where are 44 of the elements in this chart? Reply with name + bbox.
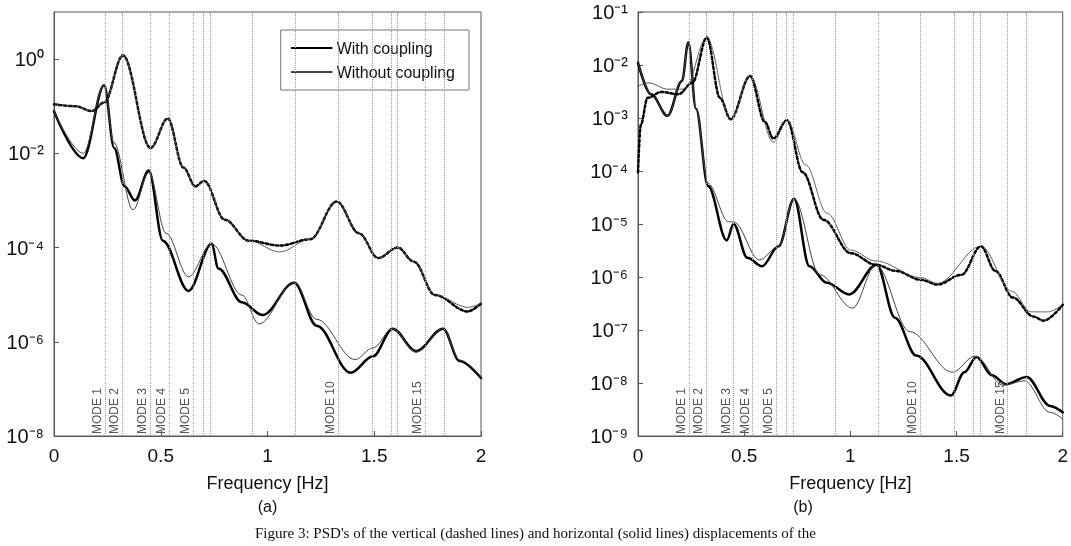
- x-tick-label: 1.5: [361, 445, 388, 466]
- y-tick-label: 10⁻⁶: [6, 330, 44, 353]
- ref-line-label: MODE 1: [90, 387, 105, 434]
- y-tick-label: 10⁻⁶: [590, 266, 628, 288]
- y-tick-label: 10⁻⁴: [590, 160, 628, 182]
- x-tick-label: 0: [48, 445, 60, 466]
- ref-line-label: MODE 2: [107, 387, 122, 434]
- x-tick-label: 2: [475, 445, 487, 466]
- y-tick-label: 10⁻⁸: [6, 425, 44, 447]
- ref-line-label: MODE 4: [737, 387, 752, 434]
- x-tick-label: 2: [1057, 445, 1069, 466]
- y-tick-label: 10⁻²: [592, 54, 629, 76]
- ref-line-label: MODE 10: [905, 380, 920, 434]
- x-tick-label: 0.5: [730, 445, 758, 466]
- y-tick-label: 10⁻⁸: [590, 372, 628, 394]
- x-axis-title: Frequency [Hz]: [206, 473, 329, 493]
- text: (b): [793, 497, 813, 515]
- ref-line-label: MODE 2: [690, 387, 705, 434]
- y-tick-label: 10⁻⁵: [590, 213, 628, 235]
- ref-line-label: MODE 5: [177, 387, 192, 434]
- x-tick-label: 0.5: [147, 445, 174, 466]
- ref-line-label: MODE 15: [410, 380, 425, 434]
- x-tick-label: 0: [632, 445, 644, 466]
- y-tick-label: 10⁻⁹: [590, 425, 628, 447]
- x-tick-label: 1: [262, 445, 273, 466]
- legend-label: Without coupling: [336, 63, 456, 81]
- ref-line-label: MODE 4: [154, 387, 169, 434]
- caption: Figure 3: PSD's of the vertical (dashed lines) and horizontal (solid lines) displacements of the: [254, 525, 817, 542]
- ref-line-label: MODE 10: [322, 380, 337, 434]
- y-tick-label: 10⁻²: [8, 142, 45, 165]
- y-tick-label: 10⁻¹: [592, 1, 629, 23]
- ref-line-label: MODE 5: [761, 387, 776, 434]
- ref-line-label: MODE 3: [718, 387, 733, 434]
- ref-line-label: MODE 15: [992, 380, 1007, 434]
- text: (a): [257, 497, 278, 515]
- x-axis-title: Frequency [Hz]: [789, 473, 912, 493]
- y-tick-label: 10⁰: [14, 48, 44, 71]
- y-tick-label: 10⁻⁷: [591, 319, 628, 341]
- x-tick-label: 1: [845, 445, 856, 466]
- x-tick-label: 1.5: [943, 445, 970, 466]
- y-tick-label: 10⁻³: [592, 107, 629, 129]
- ref-line-label: MODE 1: [673, 387, 688, 434]
- ref-line-label: MODE 3: [135, 387, 150, 434]
- y-tick-label: 10⁻⁴: [6, 236, 44, 259]
